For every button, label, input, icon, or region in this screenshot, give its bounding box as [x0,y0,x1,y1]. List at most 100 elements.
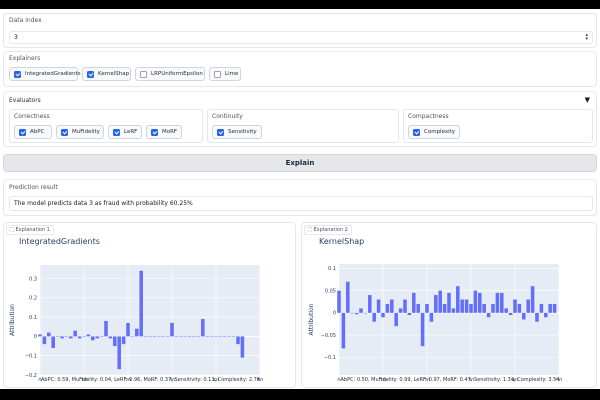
explainers-panel: Explainers IntegratedGradients KernelSha… [3,51,597,87]
y-tick-label: −0.1 [25,354,37,360]
explainers-label: Explainers [9,55,41,62]
y-tick-label: 0 [34,334,37,340]
attribution-bar [223,336,227,337]
attribution-bar [192,336,196,337]
attribution-bar [544,312,548,318]
attribution-bar [236,336,240,345]
attribution-bar [99,336,104,337]
attribution-bar [95,336,99,339]
checkbox-unchecked-icon[interactable] [214,70,221,78]
evaluator-mufidelity[interactable]: MuFidelity [56,125,104,139]
collapse-triangle-icon[interactable]: ▼ [584,96,590,104]
correctness-label: Correctness [14,113,50,120]
checkbox-checked-icon[interactable] [61,128,68,136]
attribution-bar [187,336,192,337]
evaluator-sensitivity[interactable]: Sensitivity [212,125,262,139]
attribution-bar [60,336,64,339]
y-tick-label: 0.3 [29,276,37,282]
explainer-kernelshap[interactable]: KernelShap [82,67,131,81]
data-index-input[interactable]: 3 ▴ ▾ [9,31,593,44]
attribution-bar [183,336,187,337]
continuity-group: Continuity Sensitivity [207,109,399,143]
checkbox-checked-icon[interactable] [113,128,120,136]
attribution-bar [135,328,139,337]
x-tick-label: 20 [424,378,430,381]
attribution-bar [161,336,165,337]
attribution-bar [491,303,495,313]
attribution-bar [420,312,425,347]
attribution-bar [341,312,346,349]
attribution-bar [478,292,482,313]
prediction-label: Prediction result [9,184,58,191]
x-tick-label: 30 [169,378,175,381]
evaluator-morf[interactable]: MoRF [146,125,182,139]
attribution-bar [447,292,451,313]
x-tick-label: 50 [556,378,562,381]
metrics-text-1: AbPC: 0.59, MuFidelity: 0.04, LeRF: 0.96… [40,377,261,383]
explanation-tag-2: ⛶ Explanation 2 [304,225,352,235]
y-axis-title: Attribution [308,303,315,335]
attribution-bar [42,336,47,345]
y-axis-title: Attribution [9,304,16,336]
y-tick-label: 0.1 [29,315,37,321]
attribution-bar [504,308,508,313]
attribution-bar [500,292,504,313]
chart-icon: ⛶ [308,227,312,233]
attribution-bar [113,336,117,347]
x-tick-label: 40 [213,378,219,381]
bottom-frame-bar [0,389,600,400]
attribution-bar [403,299,407,313]
attribution-bar [473,290,478,313]
attribution-bar [429,312,434,322]
attribution-bar [350,312,354,314]
attribution-bar [38,334,42,337]
y-tick-label: 0 [333,311,336,317]
attribution-bar [82,336,86,337]
attribution-bar [86,334,91,337]
stepper-icon[interactable]: ▴ ▾ [585,32,588,42]
x-tick-label: 10 [81,378,87,381]
attribution-bar [121,336,126,345]
y-tick-label: 0.05 [325,288,336,294]
explainer-lrpuniformepsilon[interactable]: LRPUniformEpsilon [135,67,205,81]
attribution-bar [469,303,473,313]
evaluators-label[interactable]: Evaluators [9,97,41,104]
bar-chart-1: 010203040500.30.20.10−0.1−0.2IndexAttrib… [9,265,263,381]
explain-button[interactable]: Explain [3,154,597,172]
attribution-bar [464,299,469,313]
attribution-bar [407,312,412,316]
data-index-panel: Data index 3 ▴ ▾ [3,13,597,48]
evaluator-lerf[interactable]: LeRF [108,125,142,139]
checkbox-checked-icon[interactable] [217,128,224,136]
attribution-bar [398,308,403,313]
attribution-bar [363,312,368,314]
checkbox-checked-icon[interactable] [87,70,94,78]
checkbox-checked-icon[interactable] [19,128,26,136]
checkbox-unchecked-icon[interactable] [140,70,147,78]
bar-chart-2: 010203040500.10.050−0.05−0.1IndexAttribu… [308,264,562,381]
attribution-bar [451,308,456,313]
evaluator-complexity[interactable]: Complexity [408,125,460,139]
explainer-integratedgradients[interactable]: IntegratedGradients [9,67,81,81]
checkbox-checked-icon[interactable] [413,128,420,136]
attribution-bar [495,292,500,313]
attribution-bar [530,286,535,313]
attribution-bar [139,270,143,337]
attribution-bar [526,299,530,313]
attribution-bar [179,336,183,337]
attribution-bar [157,336,161,337]
explainer-lime[interactable]: Lime [209,67,241,81]
prediction-output: The model predicts data 3 as fraud with … [9,196,593,211]
checkbox-checked-icon[interactable] [151,128,158,136]
explanation-panel-2: ⛶ Explanation 2 KernelShap 0 10 20 30 40 50 0.… [301,222,597,388]
attribution-bar [69,336,73,339]
attribution-bar [64,336,69,337]
x-tick-label: 0 [38,378,41,381]
attribution-bar [231,336,236,337]
attribution-bar [372,312,376,322]
evaluator-abpc[interactable]: AbPC [14,125,52,139]
checkbox-checked-icon[interactable] [14,70,21,78]
attribution-bar [55,336,60,337]
data-index-label: Data index [9,17,42,24]
y-tick-label: 0.2 [29,296,37,302]
